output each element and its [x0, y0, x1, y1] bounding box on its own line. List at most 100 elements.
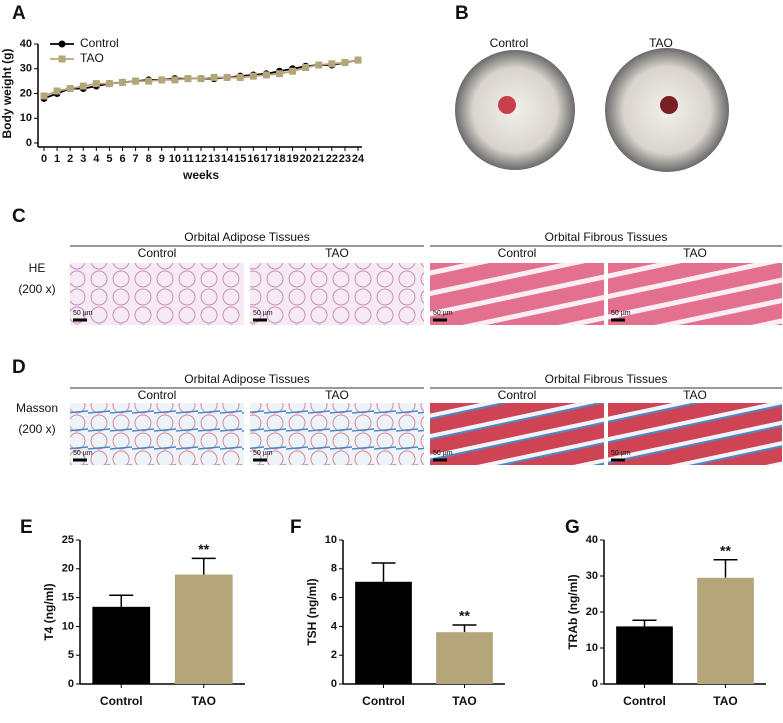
photo-label: Control [490, 36, 529, 50]
micrograph [430, 263, 604, 325]
panel-label: A [12, 3, 26, 24]
x-tick-label: TAO [192, 694, 216, 708]
panel-label: D [12, 357, 26, 378]
x-tick-label: 12 [195, 153, 207, 165]
magnification-label: (200 x) [18, 422, 55, 436]
x-tick-label: 13 [208, 153, 220, 165]
stain-label: HE [29, 261, 46, 275]
condition-label: Control [138, 246, 177, 260]
x-tick-label: 6 [119, 153, 125, 165]
condition-label: Control [498, 246, 537, 260]
marker [119, 78, 126, 86]
scale-label: 50 µm [253, 310, 273, 317]
condition-label: TAO [683, 388, 707, 402]
y-tick-label: 6 [331, 592, 337, 604]
micrograph [250, 263, 424, 325]
legend-label: Control [80, 36, 119, 50]
scale-label: 50 µm [611, 310, 631, 317]
y-tick-label: 20 [62, 563, 74, 575]
y-tick-label: 30 [586, 570, 598, 582]
scale-label: 50 µm [73, 310, 93, 317]
marker [354, 56, 362, 64]
bar [697, 577, 754, 684]
x-tick-label: 0 [41, 153, 47, 165]
x-tick-label: 5 [106, 153, 112, 165]
marker [79, 82, 87, 90]
x-tick-label: Control [100, 694, 143, 708]
y-tick-label: 15 [62, 592, 74, 604]
bar [174, 574, 233, 684]
panel-label: B [455, 3, 469, 24]
x-tick-label: 3 [80, 153, 86, 165]
x-axis-label: weeks [182, 168, 219, 182]
y-axis-label: TRAb (ng/ml) [566, 574, 580, 649]
marker [249, 72, 257, 80]
y-tick-label: 0 [26, 137, 32, 149]
y-axis-label: Body weight (g) [0, 49, 14, 139]
y-axis-label: T4 (ng/ml) [42, 583, 56, 640]
x-tick-label: 20 [300, 153, 312, 165]
x-tick-label: 19 [286, 153, 298, 165]
marker [210, 73, 218, 81]
group-label: Orbital Adipose Tissues [184, 230, 309, 244]
y-tick-label: 4 [331, 620, 338, 632]
x-tick-label: 2 [67, 153, 73, 165]
x-tick-label: 4 [93, 153, 100, 165]
magnification-label: (200 x) [18, 282, 55, 296]
scale-label: 50 µm [253, 450, 273, 457]
x-tick-label: 15 [234, 153, 246, 165]
x-tick-label: TAO [713, 694, 737, 708]
marker [53, 87, 61, 95]
condition-label: Control [498, 388, 537, 402]
marker [302, 64, 310, 72]
panel-label: F [290, 517, 302, 538]
marker [341, 59, 349, 67]
scale-label: 50 µm [611, 450, 631, 457]
condition-label: Control [138, 388, 177, 402]
x-tick-label: 23 [339, 153, 351, 165]
marker [289, 67, 297, 75]
legend-label: TAO [80, 51, 104, 65]
marker [276, 70, 283, 78]
y-tick-label: 25 [62, 534, 74, 546]
bar [616, 626, 673, 684]
group-label: Orbital Fibrous Tissues [545, 230, 668, 244]
x-tick-label: TAO [452, 694, 476, 708]
y-tick-label: 0 [68, 678, 74, 690]
x-tick-label: 16 [247, 153, 259, 165]
marker [184, 75, 192, 83]
legend-marker [58, 55, 66, 63]
significance: ** [198, 541, 209, 557]
x-tick-label: Control [362, 694, 405, 708]
x-tick-label: 9 [159, 153, 165, 165]
condition-label: TAO [325, 388, 349, 402]
x-tick-label: 1 [54, 153, 60, 165]
marker [197, 75, 205, 83]
condition-label: TAO [683, 246, 707, 260]
y-tick-label: 10 [62, 620, 74, 632]
y-tick-label: 20 [20, 87, 32, 99]
marker [262, 71, 270, 79]
marker [145, 77, 153, 85]
y-tick-label: 40 [586, 534, 598, 546]
marker [92, 80, 100, 88]
eye [660, 96, 678, 114]
y-tick-label: 0 [331, 678, 337, 690]
y-axis-label: TSH (ng/ml) [305, 578, 319, 645]
x-tick-label: 11 [182, 153, 194, 165]
eye [498, 96, 516, 114]
micrograph [430, 403, 604, 465]
marker [132, 77, 140, 85]
bar [436, 632, 493, 684]
y-tick-label: 2 [331, 649, 337, 661]
legend-marker [58, 40, 66, 48]
marker [66, 85, 74, 93]
group-label: Orbital Adipose Tissues [184, 372, 309, 386]
marker [236, 73, 244, 81]
y-tick-label: 20 [586, 606, 598, 618]
marker [105, 80, 113, 88]
marker [315, 61, 323, 69]
y-tick-label: 40 [20, 38, 32, 50]
x-tick-label: 24 [352, 153, 365, 165]
